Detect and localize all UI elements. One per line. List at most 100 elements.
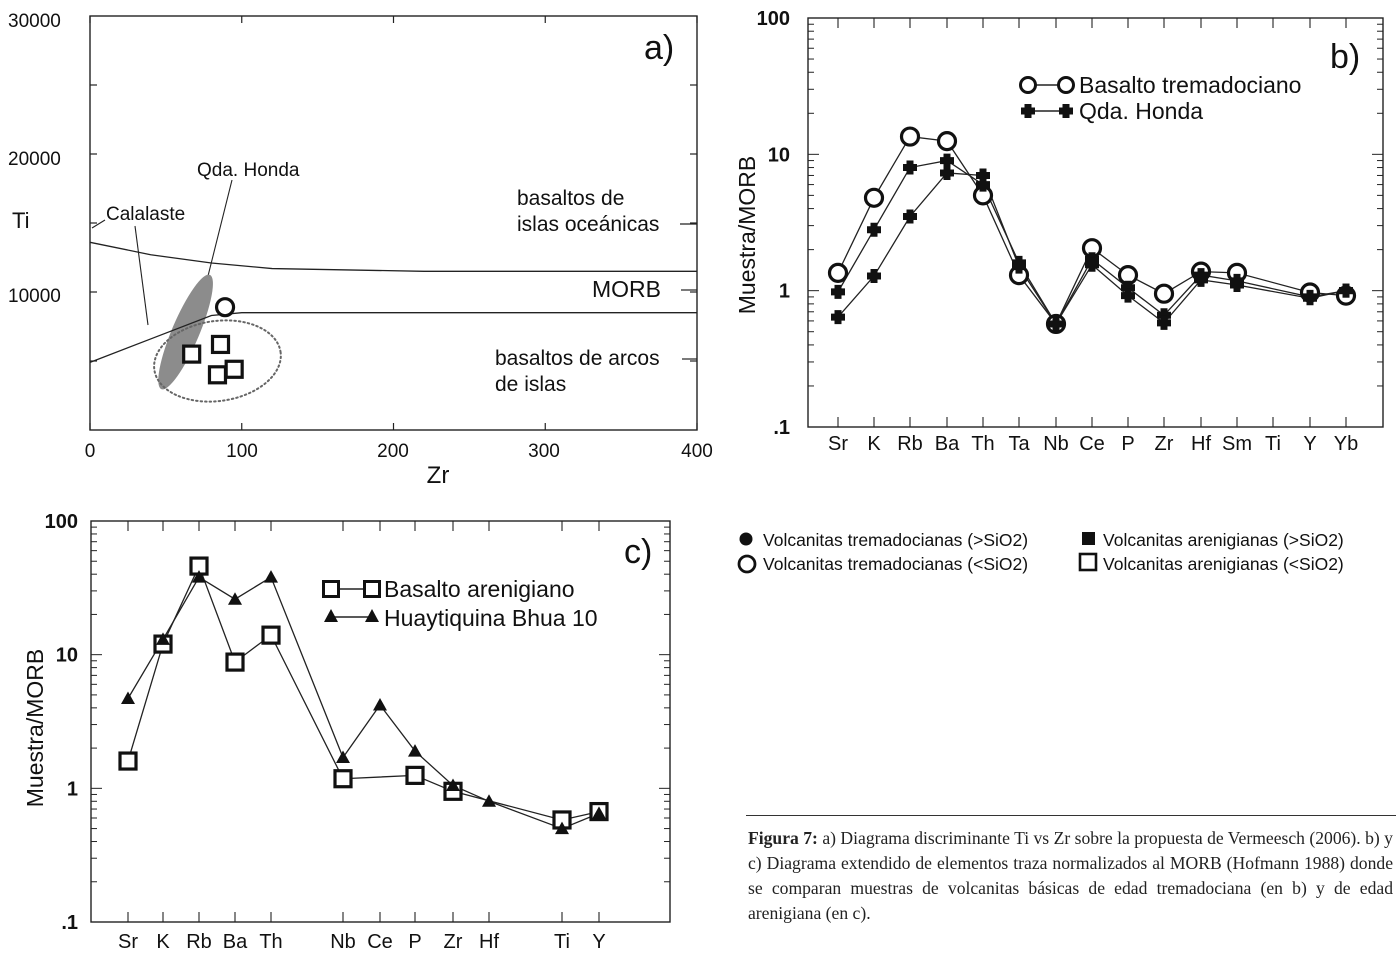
panel-a-point-open-square bbox=[224, 359, 244, 379]
panel-c-point-filled-triangle bbox=[264, 570, 278, 583]
panel-a-x-tick-300: 300 bbox=[528, 441, 560, 462]
panel-b: b) Muestra/MORB 100 10 1 .1 Sr K Rb Ba Th Ta Nb Ce P… bbox=[734, 8, 1384, 455]
panel-a-x-tick-400: 400 bbox=[681, 441, 713, 462]
panel-b-x-tick-label-sm: Sm bbox=[1222, 433, 1252, 455]
panel-b-x-tick-label-zr: Zr bbox=[1155, 433, 1174, 455]
panel-c-x-tick-label-th: Th bbox=[259, 931, 282, 953]
panel-c-point-filled-triangle bbox=[482, 794, 496, 807]
panel-c-y-label: Muestra/MORB bbox=[22, 649, 48, 807]
panel-b-x-tick-label-nb: Nb bbox=[1043, 433, 1069, 455]
panel-c-series-line-0 bbox=[127, 564, 600, 821]
panel-a-y-label: Ti bbox=[12, 208, 30, 233]
field-calalaste bbox=[153, 319, 282, 403]
panel-c-x-tick-label-hf: Hf bbox=[479, 931, 499, 953]
panel-a-point-open-square bbox=[207, 365, 228, 385]
panel-c-point-filled-triangle bbox=[592, 806, 606, 819]
legend-c-marker-triangle-2 bbox=[365, 609, 379, 622]
panel-b-plot-area: 100 10 1 .1 Sr K Rb Ba Th Ta Nb Ce P Zr Hf Sm Ti Y Yb bbox=[757, 8, 1383, 455]
panel-c-point-filled-triangle bbox=[408, 744, 422, 757]
panel-c-point-open-square bbox=[118, 751, 138, 771]
panel-c-point-open-square bbox=[405, 765, 425, 785]
panel-c-point-filled-triangle bbox=[373, 698, 387, 711]
legend-symbol-filled-circle bbox=[739, 532, 753, 546]
panel-b-point-cross bbox=[831, 310, 845, 325]
panel-c-series-line-1 bbox=[127, 576, 600, 830]
panel-c-point-open-square bbox=[261, 625, 281, 645]
figure-caption: Figura 7: a) Diagrama discriminante Ti v… bbox=[748, 826, 1393, 926]
panel-b-x-tick-label-p: P bbox=[1121, 433, 1134, 455]
panel-b-y-tick-label: 100 bbox=[757, 8, 790, 30]
panel-b-x-tick-label-ta: Ta bbox=[1008, 433, 1030, 455]
legend-b-marker-cross-2 bbox=[1059, 104, 1073, 118]
panel-c-x-tick-label-rb: Rb bbox=[186, 931, 212, 953]
panel-c-x-tick-label-zr: Zr bbox=[444, 931, 463, 953]
legend-c-label-1: Basalto arenigiano bbox=[384, 576, 575, 602]
panel-c-x-tick-label-nb: Nb bbox=[330, 931, 356, 953]
panel-a-label: a) bbox=[644, 29, 674, 67]
panel-c-x-tick-label-k: K bbox=[156, 931, 170, 953]
legend-c-marker-triangle-1 bbox=[324, 609, 338, 622]
panel-c-x-tick-label-ce: Ce bbox=[367, 931, 393, 953]
panel-a-plot-area bbox=[89, 16, 698, 430]
panel-a-y-tick-10000: 10000 bbox=[8, 286, 61, 307]
panel-b-point-cross bbox=[1230, 278, 1244, 293]
legend-symbol-filled-square bbox=[1082, 532, 1095, 545]
panel-a: a) 30000 20000 10000 0 100 200 300 400 Z… bbox=[8, 11, 713, 489]
panel-a-x-tick-0: 0 bbox=[85, 441, 96, 462]
panel-b-y-tick-label: 1 bbox=[779, 281, 790, 303]
panel-c-point-open-square bbox=[225, 652, 245, 672]
panel-b-point-open-circle bbox=[936, 131, 958, 152]
panel-c-point-filled-triangle bbox=[121, 691, 135, 704]
panel-b-x-tick-label-yb: Yb bbox=[1334, 433, 1358, 455]
panel-b-label: b) bbox=[1330, 38, 1360, 76]
panel-b-point-cross bbox=[1049, 316, 1063, 331]
panel-c-point-filled-triangle bbox=[555, 821, 569, 835]
panel-b-point-cross bbox=[1339, 283, 1353, 298]
panel-c-point-filled-triangle bbox=[336, 750, 350, 764]
panel-b-x-tick-label-y: Y bbox=[1303, 433, 1316, 455]
legend-b-label-2: Qda. Honda bbox=[1079, 98, 1203, 124]
calalaste-pointer bbox=[134, 225, 149, 326]
panel-c-point-filled-triangle bbox=[446, 778, 460, 792]
panel-b-frame bbox=[807, 17, 1384, 428]
panel-b-point-cross bbox=[976, 168, 990, 183]
panel-b-point-cross bbox=[903, 160, 917, 175]
panel-b-y-tick-label: 10 bbox=[768, 144, 790, 166]
legend-b-marker-circle-1 bbox=[1019, 76, 1037, 94]
panel-c-y-tick-label: 10 bbox=[56, 645, 78, 667]
panel-b-point-cross bbox=[1194, 272, 1208, 287]
panel-b-legend: Basalto tremadociano Qda. Honda bbox=[1019, 72, 1301, 124]
field-label-calalaste: Calalaste bbox=[106, 204, 185, 225]
panel-a-point-open-circle bbox=[214, 297, 236, 318]
panel-b-point-cross bbox=[903, 209, 917, 224]
panel-b-point-cross bbox=[1157, 315, 1171, 330]
panel-c-y-tick-label: 100 bbox=[45, 511, 78, 533]
panel-a-y-tick-20000: 20000 bbox=[8, 149, 61, 170]
panel-b-point-cross bbox=[1085, 257, 1099, 272]
panel-b-x-tick-label-th: Th bbox=[971, 433, 994, 455]
panel-b-point-cross bbox=[1012, 259, 1026, 274]
legend-c-marker-square-2 bbox=[363, 580, 381, 598]
panel-b-y-tick-label: .1 bbox=[773, 417, 790, 439]
panel-b-point-open-circle bbox=[827, 262, 849, 283]
legend-label-arenig-high: Volcanitas arenigianas (>SiO2) bbox=[1103, 530, 1344, 550]
field-label-qda-honda: Qda. Honda bbox=[197, 160, 300, 181]
panel-b-point-cross bbox=[831, 284, 845, 299]
panel-c-x-tick-label-y: Y bbox=[592, 931, 605, 953]
panel-a-point-open-square bbox=[182, 344, 202, 364]
panel-c-point-filled-triangle bbox=[228, 592, 242, 605]
panel-c-x-tick-label-sr: Sr bbox=[118, 931, 138, 953]
panel-c-x-tick-label-ba: Ba bbox=[223, 931, 248, 953]
panel-b-x-tick-label-ti: Ti bbox=[1265, 433, 1281, 455]
legend-label-arenig-low: Volcanitas arenigianas (<SiO2) bbox=[1103, 554, 1344, 574]
panel-b-point-cross bbox=[1121, 288, 1135, 303]
panel-b-x-tick-label-ba: Ba bbox=[935, 433, 960, 455]
panel-b-y-label: Muestra/MORB bbox=[734, 156, 760, 314]
panel-c-legend: Basalto arenigiano Huaytiquina Bhua 10 bbox=[322, 576, 598, 631]
panel-b-point-cross bbox=[940, 165, 954, 180]
region-label-arc: basaltos de arcos de islas bbox=[495, 347, 660, 396]
symbol-legend: Volcanitas tremadocianas (>SiO2) Volcani… bbox=[737, 530, 1344, 574]
region-label-oib: basaltos de islas oceánicas bbox=[517, 187, 659, 236]
panel-a-x-tick-200: 200 bbox=[377, 441, 409, 462]
